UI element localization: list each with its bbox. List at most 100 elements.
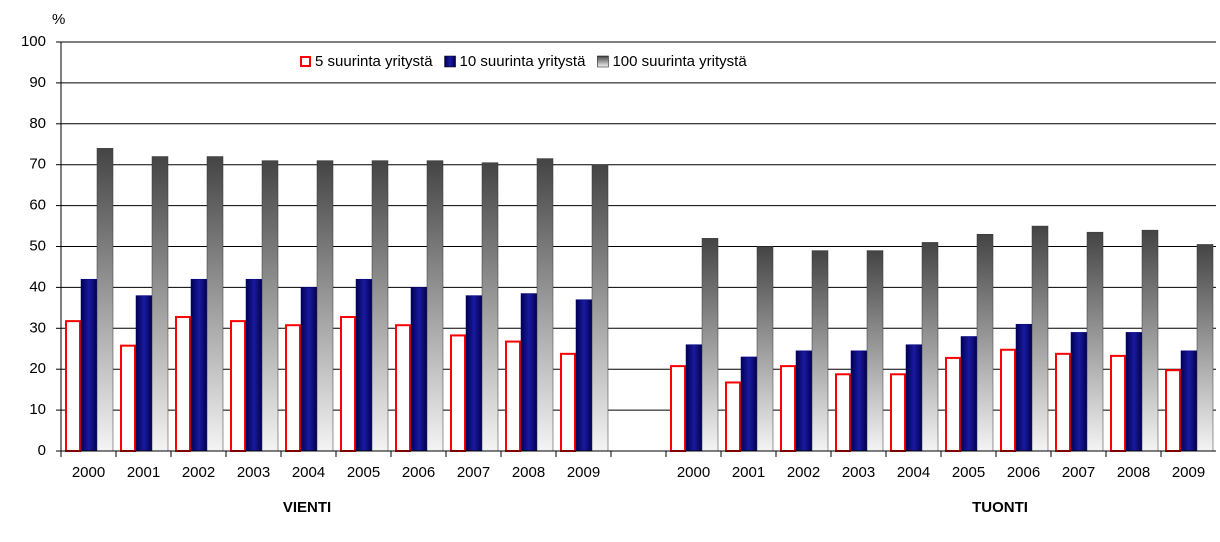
bar <box>1196 244 1214 452</box>
x-tick-label: 2006 <box>402 464 435 481</box>
y-tick-label: 80 <box>29 115 46 132</box>
group-label: TUONTI <box>972 499 1028 516</box>
bar <box>426 160 444 452</box>
bar <box>575 299 593 452</box>
bar <box>1180 350 1198 452</box>
bar <box>866 250 884 452</box>
x-tick-label: 2002 <box>182 464 215 481</box>
bar <box>135 295 153 452</box>
bar <box>465 295 483 452</box>
bar <box>1000 348 1016 452</box>
y-tick-label: 90 <box>29 74 46 91</box>
bar <box>151 156 169 452</box>
bar <box>740 356 758 452</box>
bar <box>560 352 576 452</box>
y-tick-label: 50 <box>29 237 46 254</box>
bar <box>1086 231 1104 452</box>
bar <box>355 278 373 452</box>
bar <box>536 158 554 452</box>
bar <box>890 373 906 453</box>
bar <box>120 344 136 452</box>
legend-swatch <box>444 55 456 68</box>
x-tick-label: 2007 <box>1062 464 1095 481</box>
bar <box>835 373 851 453</box>
legend-label: 100 suurinta yritystä <box>612 53 747 70</box>
bar <box>1110 354 1126 453</box>
x-tick-label: 2001 <box>127 464 160 481</box>
legend-swatch <box>597 55 609 68</box>
x-tick-label: 2000 <box>72 464 105 481</box>
x-tick-label: 2007 <box>457 464 490 481</box>
y-tick-label: 0 <box>38 442 46 459</box>
bar <box>285 324 301 452</box>
y-tick-label: 60 <box>29 197 46 214</box>
bar <box>395 324 411 452</box>
bar <box>1055 352 1071 452</box>
bar <box>1015 323 1033 452</box>
bar <box>756 246 774 452</box>
x-tick-label: 2009 <box>567 464 600 481</box>
bar <box>1165 369 1181 453</box>
legend-swatch <box>300 56 311 67</box>
bar <box>945 356 961 452</box>
x-tick-label: 2000 <box>677 464 710 481</box>
x-tick-label: 2005 <box>347 464 380 481</box>
x-tick-label: 2003 <box>237 464 270 481</box>
bar <box>1125 332 1143 452</box>
x-tick-label: 2005 <box>952 464 985 481</box>
bar <box>300 287 318 452</box>
x-tick-label: 2002 <box>787 464 820 481</box>
y-tick-label: 10 <box>29 401 46 418</box>
bar <box>780 365 796 452</box>
bar <box>316 160 334 452</box>
bar <box>976 233 994 452</box>
bar <box>795 350 813 452</box>
bar <box>190 278 208 452</box>
bar <box>1031 225 1049 452</box>
bar <box>340 316 356 452</box>
bar <box>921 242 939 452</box>
bar <box>520 293 538 452</box>
bar <box>450 334 466 452</box>
bar <box>410 287 428 452</box>
x-tick-label: 2008 <box>512 464 545 481</box>
legend-label: 10 suurinta yritystä <box>460 53 587 70</box>
bar <box>1141 229 1159 452</box>
bar <box>261 160 279 452</box>
bar <box>670 365 686 452</box>
bar <box>230 320 246 452</box>
x-tick-label: 2009 <box>1172 464 1205 481</box>
bar <box>371 160 389 452</box>
bar <box>80 278 98 452</box>
bar <box>811 250 829 452</box>
x-tick-label: 2001 <box>732 464 765 481</box>
y-tick-label: 40 <box>29 278 46 295</box>
x-tick-label: 2003 <box>842 464 875 481</box>
bar <box>481 162 499 452</box>
bar <box>960 336 978 452</box>
y-tick-label: 70 <box>29 156 46 173</box>
bar <box>65 320 81 452</box>
bar <box>175 316 191 452</box>
bar <box>725 381 741 452</box>
y-tick-label: 20 <box>29 360 46 377</box>
bar <box>850 350 868 452</box>
y-tick-label: 30 <box>29 319 46 336</box>
bar <box>701 238 719 452</box>
bar <box>1070 332 1088 452</box>
bar <box>591 164 609 452</box>
group-label: VIENTI <box>283 499 331 516</box>
x-tick-label: 2004 <box>897 464 930 481</box>
bar <box>96 148 114 452</box>
y-tick-label: 100 <box>21 33 46 50</box>
bar <box>245 278 263 452</box>
bar <box>905 344 923 452</box>
x-tick-label: 2004 <box>292 464 325 481</box>
bar <box>685 344 703 452</box>
x-tick-label: 2008 <box>1117 464 1150 481</box>
y-axis-label: % <box>52 11 65 28</box>
x-tick-label: 2006 <box>1007 464 1040 481</box>
bar <box>206 156 224 452</box>
legend-label: 5 suurinta yritystä <box>315 53 433 70</box>
